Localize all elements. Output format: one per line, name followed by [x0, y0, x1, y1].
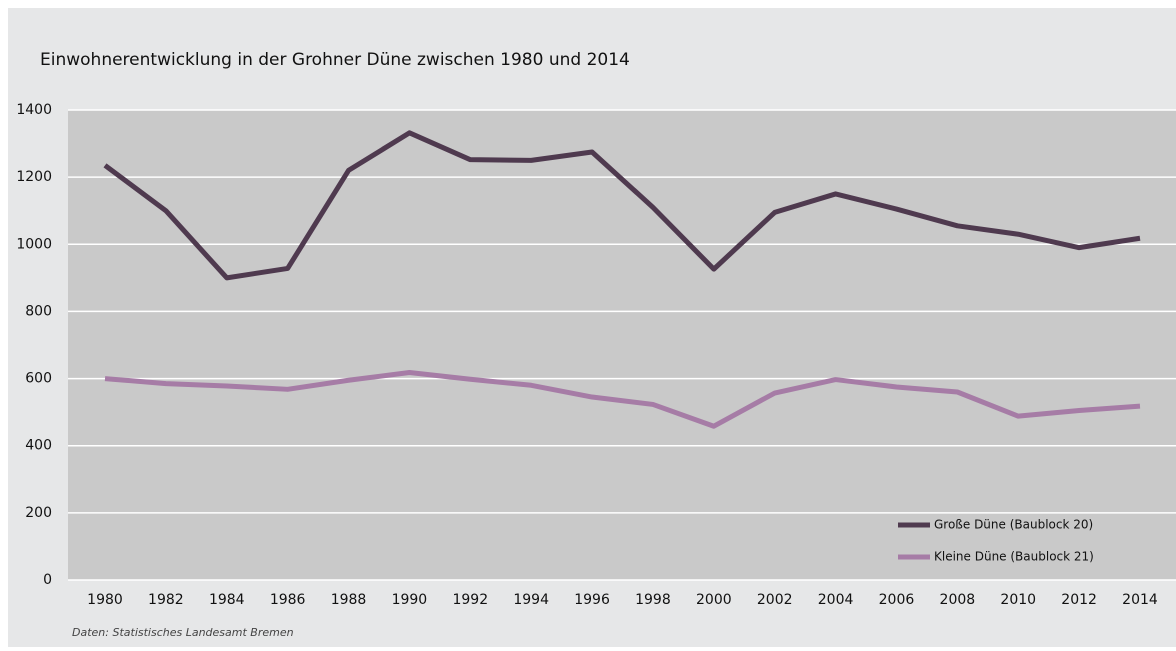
x-tick-label: 1990	[392, 592, 428, 608]
x-tick-label: 1980	[87, 592, 123, 608]
x-tick-label: 1992	[452, 592, 488, 608]
legend-label: Kleine Düne (Baublock 21)	[934, 550, 1094, 564]
x-tick-label: 2012	[1061, 592, 1097, 608]
x-tick-label: 1996	[574, 592, 610, 608]
x-tick-label: 2014	[1122, 592, 1158, 608]
x-tick-label: 2002	[757, 592, 793, 608]
x-tick-label: 1998	[635, 592, 671, 608]
x-tick-label: 1986	[270, 592, 306, 608]
x-tick-label: 2000	[696, 592, 732, 608]
y-tick-label: 1200	[16, 169, 52, 185]
plot-area	[68, 110, 1176, 580]
x-tick-label: 2006	[879, 592, 915, 608]
legend-label: Große Düne (Baublock 20)	[934, 518, 1093, 532]
x-tick-label: 1994	[513, 592, 549, 608]
x-tick-label: 2008	[940, 592, 976, 608]
x-tick-label: 1988	[331, 592, 367, 608]
series-line	[103, 130, 1141, 281]
y-tick-label: 1000	[16, 236, 52, 252]
y-tick-label: 400	[25, 438, 52, 454]
y-tick-label: 200	[25, 505, 52, 521]
chart-title: Einwohnerentwicklung in der Grohner Düne…	[40, 50, 630, 70]
x-tick-label: 1984	[209, 592, 245, 608]
x-tick-label: 1982	[148, 592, 184, 608]
x-tick-label: 2004	[818, 592, 854, 608]
source: Daten: Statistisches Landesamt Bremen	[72, 626, 294, 639]
series-line	[104, 370, 1141, 429]
y-tick-label: 0	[43, 572, 52, 588]
y-tick-label: 600	[25, 371, 52, 387]
y-tick-label: 1400	[16, 102, 52, 118]
x-tick-label: 2010	[1000, 592, 1036, 608]
y-tick-label: 800	[25, 303, 52, 319]
